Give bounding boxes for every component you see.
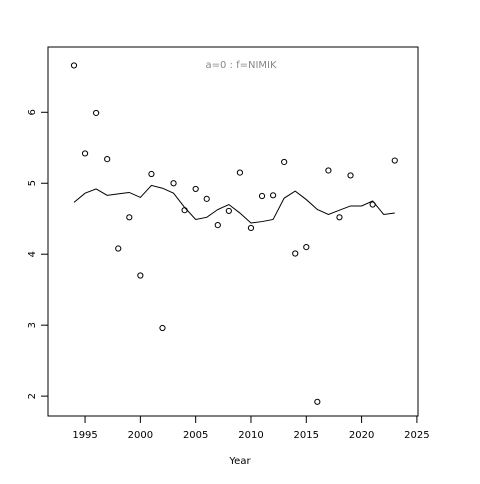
data-point (170, 180, 177, 187)
data-point (203, 195, 210, 202)
plot-frame (47, 46, 419, 417)
data-point (258, 192, 266, 200)
data-point (159, 324, 166, 332)
y-tick-label: 3 (27, 322, 38, 328)
chart-title: a=0 : f=NIMIK (205, 60, 277, 71)
y-tick-label: 2 (27, 393, 38, 399)
data-point (214, 222, 221, 229)
data-point (104, 156, 111, 163)
data-point (126, 214, 133, 221)
data-point (137, 272, 144, 279)
data-point (303, 244, 310, 251)
data-point (115, 245, 122, 252)
y-tick-label: 5 (27, 180, 38, 186)
x-tick-label: 2025 (404, 430, 429, 441)
y-tick-label: 6 (27, 109, 38, 115)
data-point (192, 185, 199, 193)
data-point (181, 207, 188, 214)
x-tick-label: 2000 (128, 430, 153, 441)
trend-line (73, 184, 395, 224)
data-point (347, 172, 354, 179)
x-axis-label: Year (228, 456, 251, 467)
data-point (236, 169, 244, 176)
data-point (281, 158, 288, 166)
data-point (93, 109, 100, 117)
data-point (391, 157, 398, 164)
data-point (292, 250, 299, 257)
data-point (314, 398, 321, 405)
x-tick-label: 2005 (183, 430, 208, 441)
data-point (148, 170, 155, 178)
x-tick-label: 2015 (294, 430, 319, 441)
x-tick-label: 2020 (349, 430, 374, 441)
x-tick-label: 1995 (72, 430, 97, 441)
y-tick-label: 4 (27, 251, 38, 257)
x-tick-label: 2010 (238, 430, 263, 441)
data-point (81, 150, 89, 157)
data-point (247, 224, 255, 232)
data-point (225, 207, 232, 215)
data-point (336, 214, 343, 221)
data-point (70, 62, 78, 69)
data-point (325, 167, 332, 174)
data-point (269, 192, 277, 199)
